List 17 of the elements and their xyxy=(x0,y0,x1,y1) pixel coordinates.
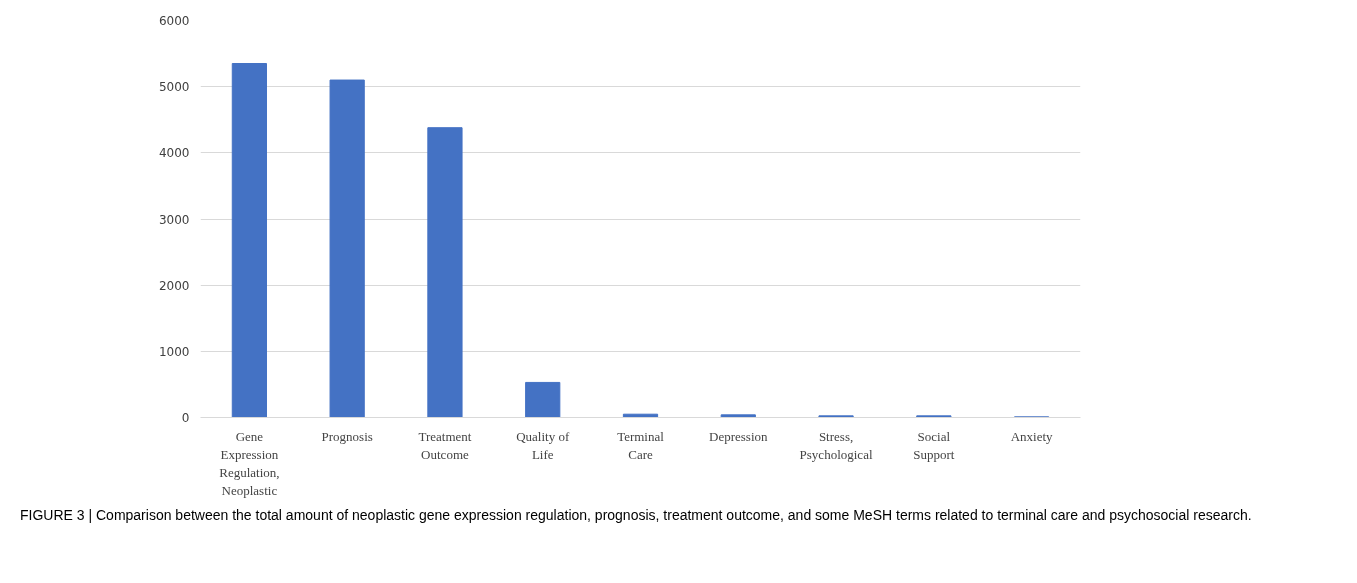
x-tick-label: Treatment Outcome xyxy=(418,428,472,462)
y-tick-label: 4000 xyxy=(158,146,190,161)
x-tick-label: Anxiety xyxy=(1010,428,1054,444)
y-tick-label: 2000 xyxy=(158,278,190,293)
x-tick-label: Depression xyxy=(709,428,769,444)
y-tick-label: 5000 xyxy=(158,80,190,95)
x-tick-label: Stress, Psychological xyxy=(799,428,873,462)
y-tick-label: 3000 xyxy=(158,212,190,227)
y-tick-label: 6000 xyxy=(158,14,190,28)
y-tick-label: 1000 xyxy=(158,344,190,359)
x-tick-label: Quality of Life xyxy=(516,428,570,462)
x-tick-label: Terminal Care xyxy=(617,428,665,462)
y-tick-label: 0 xyxy=(181,411,190,425)
x-tick-label: Gene Expression Regulation, Neoplastic xyxy=(219,428,280,498)
caption: FIGURE 3 | Comparison between the total amount of neoplastic gene expression regulation, prognosis, treatment outcome, and some MeSH terms related to terminal care and psychosocial research. xyxy=(20,506,1252,525)
x-tick-label: Social Support xyxy=(913,428,955,462)
x-tick-label: Prognosis xyxy=(321,428,373,444)
